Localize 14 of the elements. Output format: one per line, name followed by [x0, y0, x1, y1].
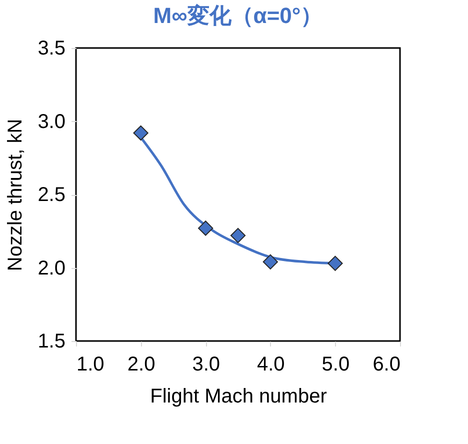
- y-axis-title: Nozzle thrust, kN: [4, 118, 27, 272]
- y-tick-label: 2.5: [38, 184, 66, 206]
- y-tick-label: 2.0: [38, 257, 66, 280]
- y-tick-label: 1.5: [38, 330, 66, 352]
- chart-title: M∞変化（α=0°）: [153, 3, 323, 28]
- x-tick-label: 4.0: [256, 354, 285, 376]
- x-tick-label: 2.0: [127, 354, 156, 376]
- x-tick-label: 3.0: [192, 354, 220, 376]
- x-axis-title: Flight Mach number: [150, 386, 328, 408]
- x-tick-label: 6.0: [372, 354, 400, 376]
- y-tick-label: 3.0: [38, 110, 66, 133]
- x-tick-label: 5.0: [322, 354, 350, 376]
- x-tick-label: 1.0: [76, 354, 104, 376]
- y-tick-label: 3.5: [38, 38, 66, 60]
